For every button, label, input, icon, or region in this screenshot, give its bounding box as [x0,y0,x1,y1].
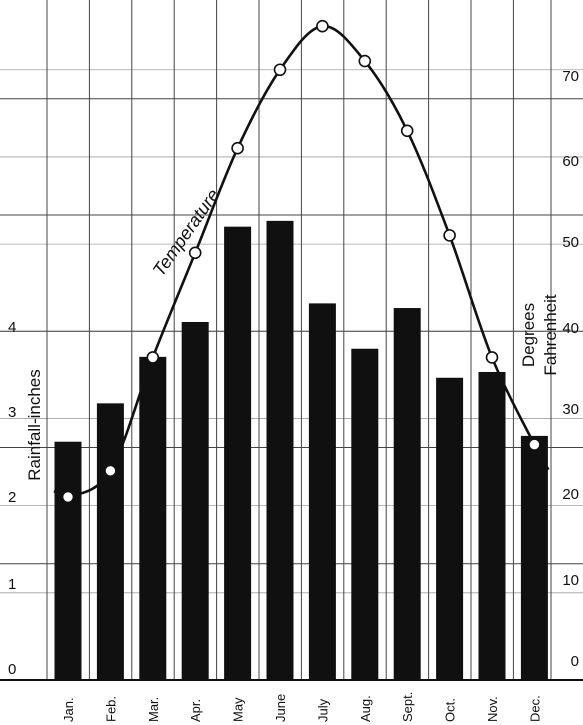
month-label: Sept. [400,692,415,722]
temperature-series-label: Temperature [149,185,224,280]
left-tick-label: 4 [8,319,16,336]
right-axis-label-line1: Degrees [519,303,538,367]
right-tick-label: 30 [562,401,579,418]
temperature-point [316,19,329,33]
left-axis-ticks: 0 1 2 3 4 [8,319,16,678]
month-labels: Jan. Feb. Mar. Apr. May June July Aug. Sept. Oct.… [61,692,542,722]
temperature-point [358,54,372,68]
month-label: Apr. [188,699,203,722]
temperature-point [528,438,541,451]
temperature-point [231,141,244,155]
rainfall-bar [181,321,209,680]
rainfall-bar [478,371,506,680]
temperature-point [104,464,117,478]
right-tick-label: 20 [562,486,579,503]
right-axis-label-line2: Fahrenheit [541,294,560,376]
rainfall-bar [139,356,167,680]
left-tick-label: 0 [8,661,16,678]
right-axis-ticks: 0 10 20 30 40 50 60 70 [562,68,579,670]
temperature-point [273,63,287,77]
month-label: June [273,694,288,722]
rainfall-bar [520,435,548,680]
right-tick-label: 0 [571,653,579,670]
right-tick-label: 50 [562,234,579,251]
rainfall-bar [54,441,82,680]
temperature-point [146,351,160,364]
left-axis-label: Rainfall-inches [25,369,44,481]
rainfall-bar [436,377,464,680]
temperature-point [485,351,499,364]
month-label: Feb. [103,696,118,722]
month-label: Mar. [146,697,161,722]
rainfall-bar [266,220,294,680]
temperature-point [400,124,414,138]
rainfall-bars [54,220,548,680]
rainfall-bar [96,403,124,680]
month-label: Aug. [358,695,373,722]
month-label: May [231,697,246,722]
rainfall-bar [393,308,421,680]
temperature-point [61,490,75,504]
temperature-point [443,229,456,242]
temperature-line [53,24,550,499]
left-tick-label: 2 [8,489,16,506]
right-tick-label: 10 [562,572,579,589]
left-tick-label: 1 [8,576,16,593]
left-tick-label: 3 [8,404,16,421]
month-label: July [315,698,330,722]
right-tick-label: 40 [562,320,579,337]
month-label: Oct. [443,698,458,722]
month-label: Dec. [527,695,542,722]
temperature-point [188,246,202,260]
temperature-series [53,19,550,504]
rainfall-bar [351,348,379,680]
month-label: Jan. [61,697,76,722]
right-tick-label: 70 [562,68,579,85]
right-tick-label: 60 [562,153,579,170]
rainfall-bar [224,226,252,680]
month-label: Nov. [485,696,500,722]
rainfall-bar [308,303,336,680]
